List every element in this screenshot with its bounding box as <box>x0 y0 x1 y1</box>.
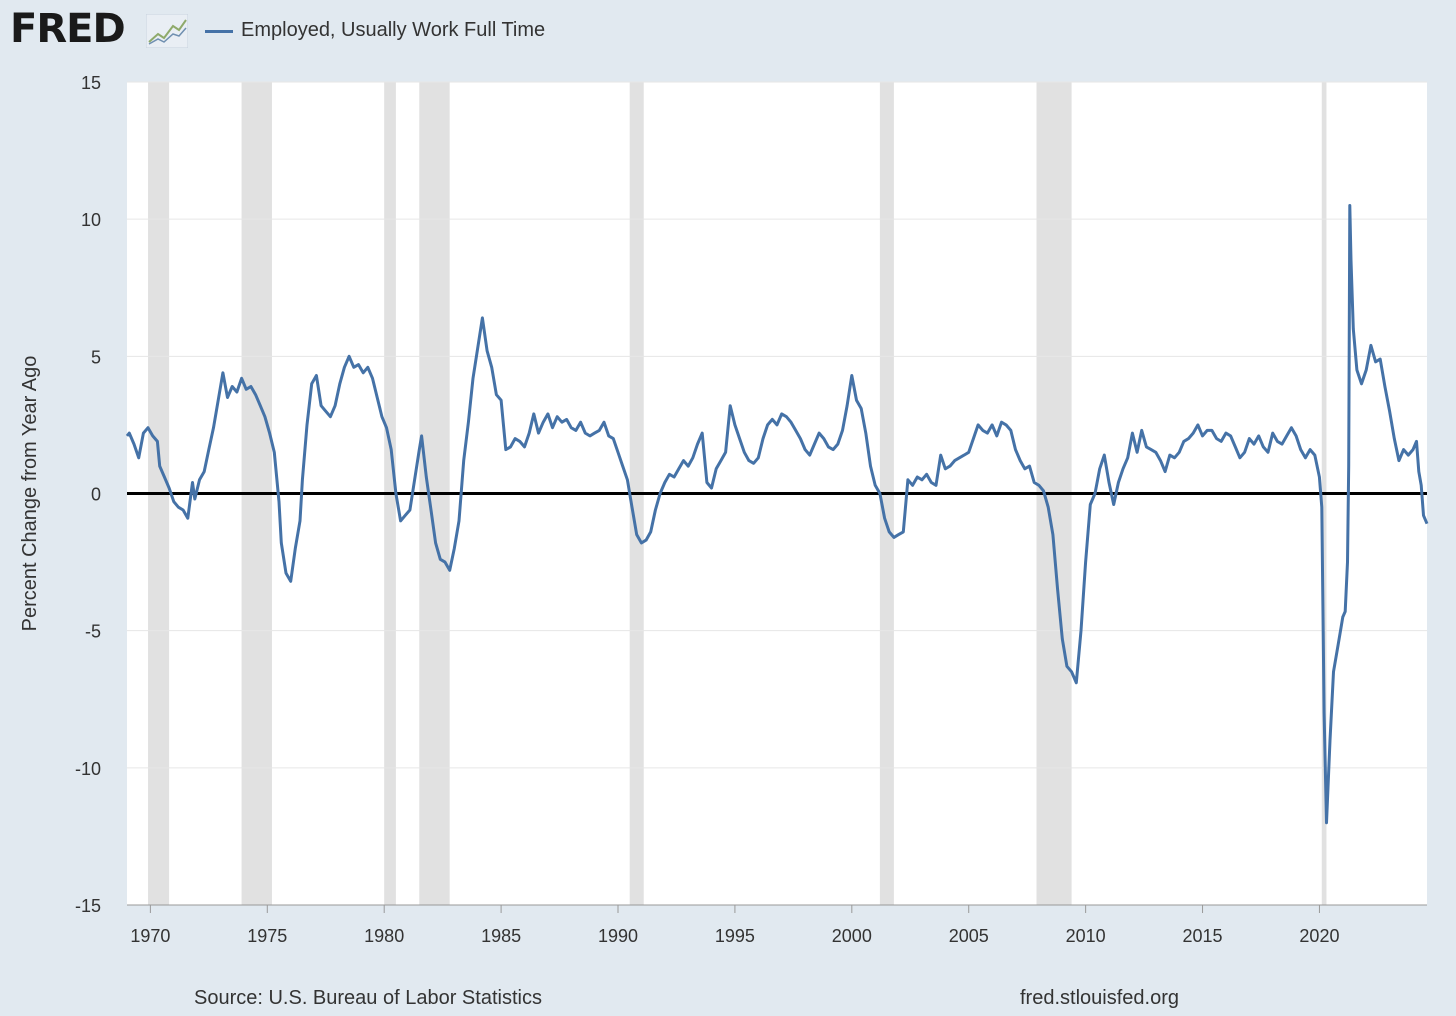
chart-header: FRED Employed, Usually Work Full Time <box>0 0 1456 70</box>
x-tick-label: 2010 <box>1066 926 1106 946</box>
x-tick-label: 2020 <box>1299 926 1339 946</box>
x-tick-label: 1970 <box>130 926 170 946</box>
x-tick-label: 2005 <box>949 926 989 946</box>
y-axis-title: Percent Change from Year Ago <box>19 356 41 632</box>
site-url[interactable]: fred.stlouisfed.org <box>1020 987 1179 1009</box>
y-tick-label: -5 <box>85 622 101 642</box>
x-tick-label: 1990 <box>598 926 638 946</box>
x-tick-label: 1975 <box>247 926 287 946</box>
y-tick-label: -15 <box>75 896 101 916</box>
legend-line-swatch <box>205 30 233 33</box>
y-tick-label: 5 <box>91 347 101 367</box>
legend-label[interactable]: Employed, Usually Work Full Time <box>241 19 546 41</box>
fred-logo[interactable]: FRED <box>10 6 126 52</box>
y-tick-label: 15 <box>81 73 101 93</box>
x-tick-label: 1980 <box>364 926 404 946</box>
source-text: Source: U.S. Bureau of Labor Statistics <box>194 987 542 1009</box>
x-tick-label: 1995 <box>715 926 755 946</box>
fred-graph-icon <box>146 14 188 48</box>
x-tick-label: 1985 <box>481 926 521 946</box>
x-tick-label: 2000 <box>832 926 872 946</box>
y-tick-label: 0 <box>91 485 101 505</box>
y-tick-label: -10 <box>75 759 101 779</box>
x-tick-label: 2015 <box>1183 926 1223 946</box>
series-line <box>125 204 1429 825</box>
y-tick-label: 10 <box>81 210 101 230</box>
